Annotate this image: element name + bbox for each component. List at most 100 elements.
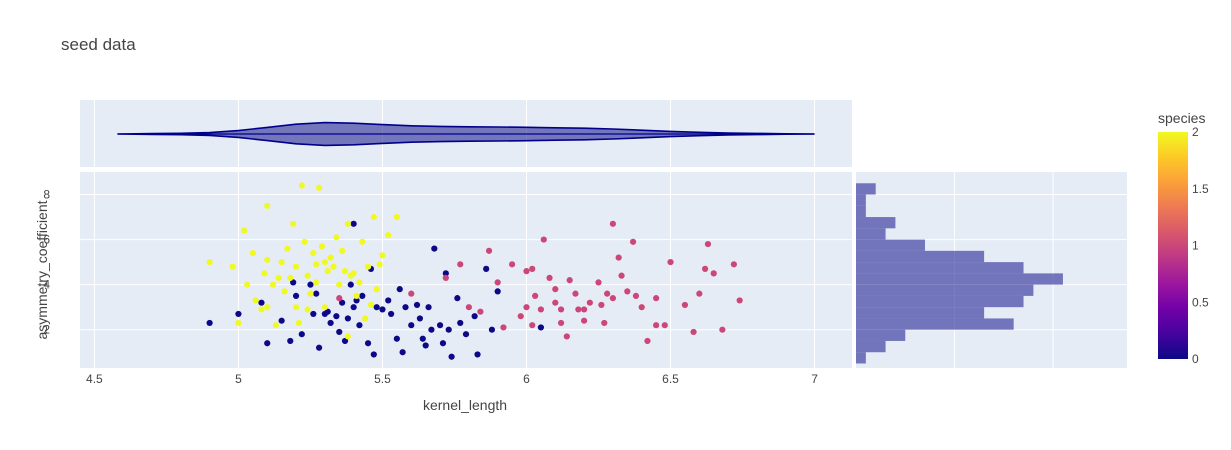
scatter-point [298,331,305,338]
colorbar-tick-label: 1 [1192,239,1199,253]
x-tick-label: 7 [811,372,818,386]
histogram-bar [856,228,886,240]
scatter-point [376,261,383,268]
histogram-bar [856,262,1024,274]
scatter-point [719,326,726,333]
scatter-point [385,231,392,239]
scatter-point [474,351,481,358]
scatter-point [457,261,464,268]
scatter-point [243,281,251,288]
scatter-point [356,322,363,329]
scatter-point [485,247,493,254]
scatter-point [653,295,660,302]
colorbar [1158,132,1188,359]
scatter-point [653,322,660,329]
scatter-point [295,319,303,327]
scatter-point [388,310,395,318]
scatter-point [364,263,372,270]
colorbar-tick-label: 2 [1192,125,1199,139]
scatter-point [292,292,300,300]
scatter-point [581,306,588,313]
scatter-point [327,254,334,261]
scatter-point [581,317,588,324]
scatter-point [442,274,449,281]
scatter-point [333,313,340,320]
histogram-bar [856,352,866,364]
scatter-point [353,292,360,300]
scatter-point [557,319,565,327]
scatter-point [350,304,357,311]
scatter-point [370,351,377,358]
scatter-point [287,274,294,281]
x-tick-label: 6 [523,372,530,386]
scatter-point [292,263,300,270]
scatter-point [488,326,496,333]
scatter-point [385,297,392,304]
scatter-point [413,301,421,309]
scatter-point [307,290,314,297]
scatter-point [477,308,484,315]
scatter-point [552,299,559,306]
scatter-point [604,290,611,297]
scatter-point [439,340,447,347]
scatter-point [586,299,593,306]
scatter-point [347,281,354,288]
scatter-point [341,337,349,345]
histogram-bars [856,183,1063,364]
scatter-point [483,265,490,272]
scatter-point [339,247,346,254]
scatter-point [408,290,415,297]
scatter-point [595,279,602,286]
scatter-point [529,322,536,329]
scatter-point [379,306,386,313]
scatter-point [336,295,343,302]
scatter-point [629,238,637,245]
scatter-point [500,324,507,331]
scatter-point [287,337,294,345]
scatter-point [313,290,320,297]
histogram-bar [856,318,1014,330]
scatter-point [393,335,400,342]
scatter-point [292,304,300,311]
scatter-point [396,286,403,293]
scatter-point [336,281,343,288]
scatter-point [290,279,297,286]
scatter-point [327,319,334,327]
y-axis-title: asymmetry_coefficient [34,200,50,339]
scatter-points [206,182,743,360]
scatter-point [324,308,331,315]
scatter-point [278,259,285,266]
scatter-point [618,272,625,279]
scatter-point [523,304,530,311]
colorbar-tick-label: 0 [1192,352,1199,366]
scatter-point [563,333,570,340]
histogram-bar [856,284,1034,296]
x-tick-label: 5 [235,372,242,386]
histogram-bar [856,295,1024,308]
scatter-point [710,270,717,277]
scatter-point [601,319,608,327]
scatter-point [264,304,271,311]
scatter-point [235,310,242,318]
scatter-point [304,306,311,313]
scatter-point [445,326,452,333]
scatter-point [422,342,429,349]
scatter-point [454,295,461,302]
scatter-point [598,301,605,309]
scatter-point [206,259,213,266]
scatter-point [408,322,415,329]
scatter-point [546,274,553,281]
scatter-point [644,337,651,345]
scatter-point [572,290,579,297]
scatter-point [638,304,645,311]
histogram-bar [856,205,866,218]
scatter-point [350,220,357,227]
scatter-point [313,279,320,286]
scatter-point [425,304,432,311]
scatter-point [304,272,311,279]
scatter-point [229,263,236,270]
scatter-point [252,297,259,304]
scatter-point [517,313,524,320]
scatter-point [364,340,372,347]
scatter-point [465,304,472,311]
